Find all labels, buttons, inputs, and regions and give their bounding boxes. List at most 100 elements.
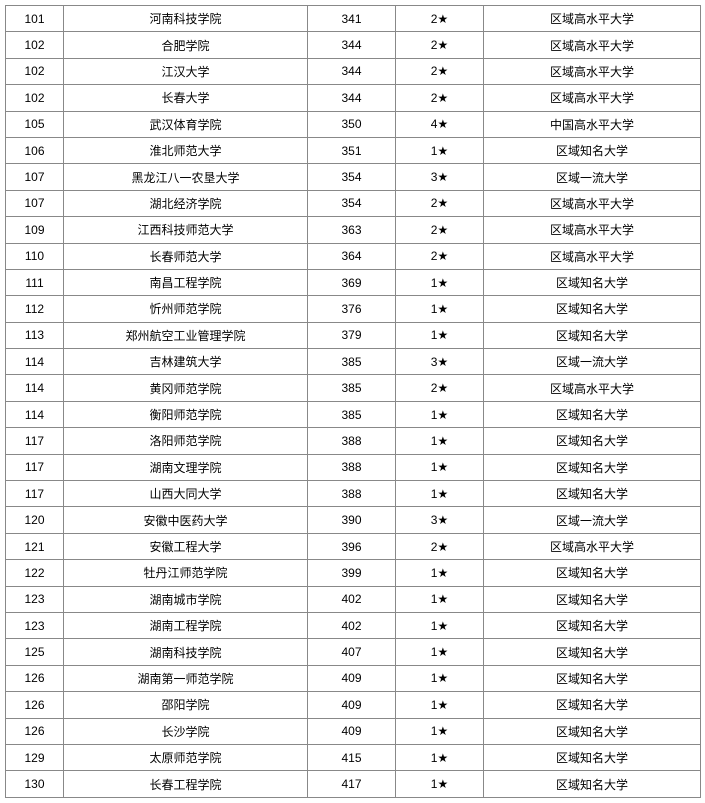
level-cell: 区域高水平大学	[484, 190, 701, 216]
name-cell: 合肥学院	[64, 32, 308, 58]
table-row: 111南昌工程学院3691★区域知名大学	[6, 269, 701, 295]
rank-cell: 117	[6, 428, 64, 454]
level-cell: 区域知名大学	[484, 665, 701, 691]
level-cell: 区域高水平大学	[484, 217, 701, 243]
score-cell: 379	[308, 322, 396, 348]
rank-cell: 109	[6, 217, 64, 243]
table-row: 117湖南文理学院3881★区域知名大学	[6, 454, 701, 480]
name-cell: 邵阳学院	[64, 692, 308, 718]
level-cell: 区域一流大学	[484, 164, 701, 190]
table-row: 113郑州航空工业管理学院3791★区域知名大学	[6, 322, 701, 348]
name-cell: 长春工程学院	[64, 771, 308, 797]
name-cell: 洛阳师范学院	[64, 428, 308, 454]
level-cell: 区域知名大学	[484, 771, 701, 797]
name-cell: 江西科技师范大学	[64, 217, 308, 243]
stars-cell: 1★	[396, 586, 484, 612]
stars-cell: 2★	[396, 32, 484, 58]
rank-cell: 107	[6, 164, 64, 190]
score-cell: 417	[308, 771, 396, 797]
level-cell: 区域高水平大学	[484, 85, 701, 111]
stars-cell: 1★	[396, 137, 484, 163]
table-row: 107黑龙江八一农垦大学3543★区域一流大学	[6, 164, 701, 190]
score-cell: 369	[308, 269, 396, 295]
name-cell: 吉林建筑大学	[64, 349, 308, 375]
table-row: 126邵阳学院4091★区域知名大学	[6, 692, 701, 718]
score-cell: 415	[308, 744, 396, 770]
table-row: 117洛阳师范学院3881★区域知名大学	[6, 428, 701, 454]
name-cell: 湖南文理学院	[64, 454, 308, 480]
name-cell: 黑龙江八一农垦大学	[64, 164, 308, 190]
table-body: 101河南科技学院3412★区域高水平大学102合肥学院3442★区域高水平大学…	[6, 6, 701, 798]
rank-cell: 120	[6, 507, 64, 533]
level-cell: 区域高水平大学	[484, 6, 701, 32]
stars-cell: 2★	[396, 375, 484, 401]
name-cell: 湖南城市学院	[64, 586, 308, 612]
stars-cell: 1★	[396, 665, 484, 691]
stars-cell: 2★	[396, 6, 484, 32]
rank-cell: 126	[6, 718, 64, 744]
table-row: 112忻州师范学院3761★区域知名大学	[6, 296, 701, 322]
level-cell: 区域高水平大学	[484, 32, 701, 58]
name-cell: 忻州师范学院	[64, 296, 308, 322]
level-cell: 区域知名大学	[484, 612, 701, 638]
stars-cell: 2★	[396, 85, 484, 111]
rank-cell: 125	[6, 639, 64, 665]
stars-cell: 1★	[396, 639, 484, 665]
stars-cell: 1★	[396, 296, 484, 322]
table-row: 130长春工程学院4171★区域知名大学	[6, 771, 701, 797]
table-row: 123湖南城市学院4021★区域知名大学	[6, 586, 701, 612]
score-cell: 385	[308, 349, 396, 375]
stars-cell: 2★	[396, 190, 484, 216]
stars-cell: 1★	[396, 744, 484, 770]
level-cell: 区域高水平大学	[484, 533, 701, 559]
stars-cell: 1★	[396, 322, 484, 348]
level-cell: 区域知名大学	[484, 401, 701, 427]
score-cell: 390	[308, 507, 396, 533]
name-cell: 安徽中医药大学	[64, 507, 308, 533]
table-row: 102长春大学3442★区域高水平大学	[6, 85, 701, 111]
score-cell: 407	[308, 639, 396, 665]
name-cell: 湖南工程学院	[64, 612, 308, 638]
score-cell: 385	[308, 375, 396, 401]
level-cell: 区域知名大学	[484, 428, 701, 454]
level-cell: 区域知名大学	[484, 639, 701, 665]
rank-cell: 126	[6, 665, 64, 691]
score-cell: 350	[308, 111, 396, 137]
name-cell: 长春大学	[64, 85, 308, 111]
table-row: 122牡丹江师范学院3991★区域知名大学	[6, 560, 701, 586]
stars-cell: 3★	[396, 349, 484, 375]
score-cell: 354	[308, 164, 396, 190]
name-cell: 安徽工程大学	[64, 533, 308, 559]
level-cell: 区域知名大学	[484, 744, 701, 770]
score-cell: 388	[308, 428, 396, 454]
name-cell: 湖南科技学院	[64, 639, 308, 665]
level-cell: 区域知名大学	[484, 269, 701, 295]
table-row: 121安徽工程大学3962★区域高水平大学	[6, 533, 701, 559]
stars-cell: 1★	[396, 481, 484, 507]
stars-cell: 1★	[396, 401, 484, 427]
level-cell: 区域一流大学	[484, 507, 701, 533]
score-cell: 351	[308, 137, 396, 163]
rank-cell: 117	[6, 454, 64, 480]
level-cell: 区域知名大学	[484, 692, 701, 718]
rank-cell: 114	[6, 349, 64, 375]
rank-cell: 102	[6, 85, 64, 111]
level-cell: 区域高水平大学	[484, 375, 701, 401]
stars-cell: 1★	[396, 692, 484, 718]
rank-cell: 114	[6, 401, 64, 427]
name-cell: 郑州航空工业管理学院	[64, 322, 308, 348]
score-cell: 376	[308, 296, 396, 322]
name-cell: 湖北经济学院	[64, 190, 308, 216]
name-cell: 牡丹江师范学院	[64, 560, 308, 586]
rank-cell: 123	[6, 612, 64, 638]
name-cell: 黄冈师范学院	[64, 375, 308, 401]
name-cell: 河南科技学院	[64, 6, 308, 32]
rank-cell: 105	[6, 111, 64, 137]
stars-cell: 1★	[396, 718, 484, 744]
rank-cell: 101	[6, 6, 64, 32]
level-cell: 区域知名大学	[484, 137, 701, 163]
level-cell: 区域高水平大学	[484, 58, 701, 84]
rank-cell: 111	[6, 269, 64, 295]
rank-cell: 129	[6, 744, 64, 770]
score-cell: 409	[308, 692, 396, 718]
